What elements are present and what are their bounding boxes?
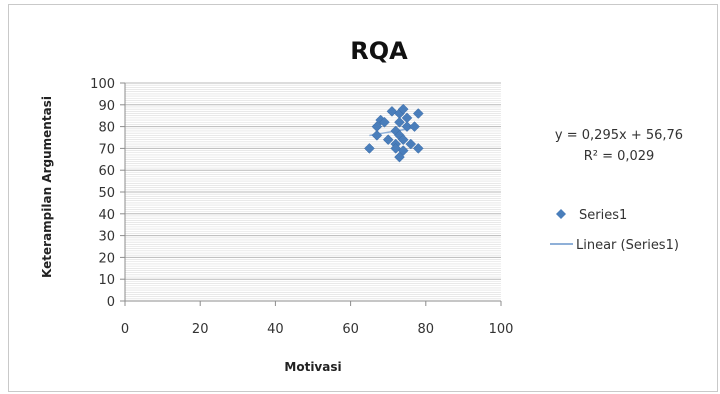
y-tick-label: 100 [90, 77, 115, 92]
legend-series1-label: Series1 [579, 208, 627, 223]
y-axis-title: Keterampilan Argumentasi [40, 96, 54, 278]
x-tick-label: 40 [267, 322, 284, 337]
data-point [397, 134, 409, 146]
chart-title: RQA [350, 37, 408, 65]
data-point [412, 143, 424, 154]
y-tick-label: 70 [98, 142, 115, 157]
data-point [401, 121, 413, 132]
x-tick-label: 60 [342, 322, 359, 337]
data-point [397, 103, 409, 115]
data-point [397, 145, 409, 156]
y-tick-label: 0 [107, 295, 115, 310]
data-point [371, 129, 383, 141]
data-point [364, 143, 375, 154]
y-tick-labels: 0 10 20 30 40 50 60 70 80 90 100 [90, 77, 115, 310]
trendline-equation: y = 0,295x + 56,76 [555, 128, 683, 143]
data-point [379, 116, 390, 128]
y-tick-label: 20 [98, 251, 115, 266]
y-tick-label: 30 [98, 230, 115, 245]
x-tick-label: 80 [418, 322, 435, 337]
r-squared-label: R² = 0,029 [584, 149, 655, 164]
data-point [382, 134, 394, 146]
chart-frame: RQA 0 10 20 30 40 50 60 70 80 90 100 0 20 40 60 80 100 … [8, 4, 718, 392]
legend-series1-marker-icon [556, 209, 566, 219]
legend: Series1 Linear (Series1) [550, 208, 679, 253]
y-tick-label: 90 [98, 99, 115, 114]
y-tick-label: 10 [98, 273, 115, 288]
data-point [394, 116, 405, 128]
data-point [405, 138, 417, 150]
y-tick-label: 60 [98, 164, 115, 179]
x-tick-label: 100 [489, 322, 514, 337]
data-point [409, 121, 420, 132]
data-points [364, 103, 424, 163]
gridlines [125, 82, 501, 302]
legend-linear-label: Linear (Series1) [576, 238, 679, 253]
y-tick-label: 40 [98, 208, 115, 223]
y-tick-label: 50 [98, 186, 115, 201]
x-tick-label: 0 [121, 322, 129, 337]
x-tick-label: 20 [192, 322, 209, 337]
x-tick-labels: 0 20 40 60 80 100 [121, 322, 514, 337]
y-tick-label: 80 [98, 121, 115, 136]
axes [120, 82, 502, 306]
x-axis-title: Motivasi [284, 360, 341, 374]
data-point [412, 108, 424, 119]
